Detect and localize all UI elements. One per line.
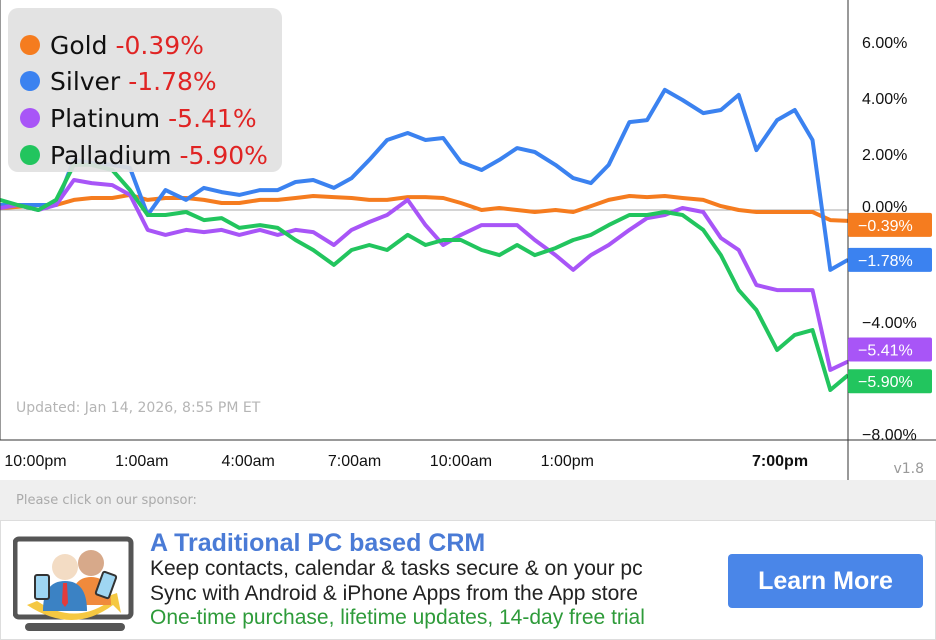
end-label-platinum: −5.41%: [858, 342, 913, 359]
updated-timestamp: Updated: Jan 14, 2026, 8:55 PM ET: [16, 400, 261, 416]
sponsor-label: Please click on our sponsor:: [16, 493, 197, 508]
x-tick-label: 4:00am: [222, 453, 275, 470]
platinum-dot-icon: [20, 108, 40, 128]
y-tick-label: −4.00%: [862, 315, 917, 332]
legend-item-gold: Gold -0.39%: [20, 27, 204, 63]
gold-dot-icon: [20, 35, 40, 55]
y-tick-label: 0.00%: [862, 199, 907, 216]
end-label-platinum-bg: [848, 337, 932, 362]
chart-svg: 6.00% 4.00% 2.00% 0.00% −4.00% −8.00% −0.39% −1…: [0, 0, 936, 480]
ad-title[interactable]: A Traditional PC based CRM: [150, 529, 486, 557]
end-label-palladium: −5.90%: [858, 374, 913, 391]
x-tick-label: 1:00am: [115, 453, 168, 470]
y-tick-label: 6.00%: [862, 35, 907, 52]
y-tick-label: 2.00%: [862, 147, 907, 164]
y-tick-label: −8.00%: [862, 427, 917, 444]
legend-item-palladium: Palladium -5.90%: [20, 137, 268, 173]
sponsor-ad[interactable]: A Traditional PC based CRM Keep contacts…: [0, 520, 936, 640]
legend: Gold -0.39% Silver -1.78% Platinum -5.41% P…: [8, 8, 282, 172]
end-label-silver-bg: [848, 247, 932, 272]
series-line-palladium: [0, 162, 850, 392]
legend-label: Platinum: [50, 103, 161, 133]
legend-change: -0.39%: [115, 30, 204, 60]
legend-label: Palladium: [50, 140, 172, 170]
y-tick-label: 4.00%: [862, 91, 907, 108]
palladium-dot-icon: [20, 145, 40, 165]
metals-chart: 6.00% 4.00% 2.00% 0.00% −4.00% −8.00% −0.39% −1…: [0, 0, 936, 480]
learn-more-button[interactable]: Learn More: [728, 554, 923, 608]
legend-change: -1.78%: [128, 66, 217, 96]
series-line-platinum: [0, 178, 849, 372]
legend-label: Silver: [50, 66, 121, 96]
ad-line-1: Keep contacts, calendar & tasks secure &…: [150, 557, 643, 580]
x-tick-label: 7:00am: [328, 453, 381, 470]
x-tick-label: 10:00am: [430, 453, 492, 470]
x-tick-label: 7:00pm: [752, 453, 808, 470]
legend-item-silver: Silver -1.78%: [20, 63, 217, 99]
legend-change: -5.90%: [179, 140, 268, 170]
x-tick-label: 1:00pm: [541, 453, 594, 470]
x-tick-label: 10:00pm: [4, 453, 66, 470]
ad-line-3: One-time purchase, lifetime updates, 14-…: [150, 606, 645, 629]
legend-item-platinum: Platinum -5.41%: [20, 100, 257, 136]
version-label: v1.8: [893, 461, 924, 477]
legend-change: -5.41%: [168, 103, 257, 133]
series-line-silver: [0, 87, 849, 272]
ad-line-2: Sync with Android & iPhone Apps from the…: [150, 582, 638, 605]
sponsor-bar: Please click on our sponsor:: [0, 480, 936, 520]
end-label-gold: −0.39%: [858, 218, 913, 235]
silver-dot-icon: [20, 71, 40, 91]
end-label-silver: −1.78%: [858, 253, 913, 270]
series-line-gold: [0, 192, 849, 223]
crm-people-phones-monitor-icon: [13, 536, 134, 631]
legend-label: Gold: [50, 30, 108, 60]
end-label-palladium-bg: [848, 369, 932, 394]
end-label-gold-bg: [848, 212, 932, 237]
